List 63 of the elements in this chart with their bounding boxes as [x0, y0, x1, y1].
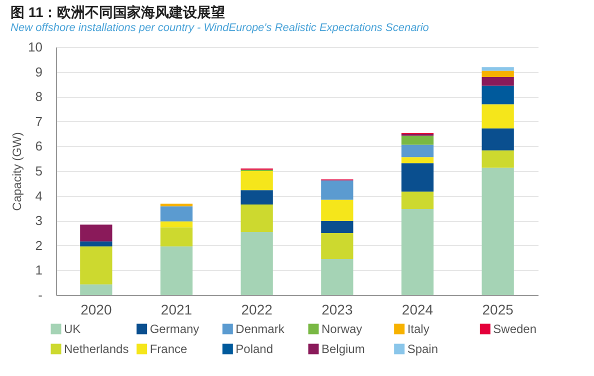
bar — [482, 86, 514, 104]
bar — [401, 157, 434, 164]
bar — [80, 284, 112, 295]
legend-label: Poland — [236, 342, 274, 356]
bar — [160, 246, 193, 295]
legend-label: UK — [64, 322, 81, 336]
bar — [482, 128, 514, 150]
bar — [240, 171, 273, 190]
bar — [482, 77, 514, 86]
bar — [240, 190, 273, 204]
bar — [321, 180, 354, 200]
legend-label: Belgium — [322, 342, 365, 356]
y-tick-label: 8 — [35, 89, 42, 104]
bar — [321, 200, 354, 221]
y-tick-label: 7 — [35, 114, 42, 129]
x-tick-label: 2024 — [402, 302, 434, 318]
bar — [482, 67, 514, 71]
y-axis-title: Capacity (GW) — [10, 132, 24, 211]
x-tick-label: 2020 — [80, 302, 112, 318]
y-tick-label: 2 — [35, 238, 42, 253]
bar — [160, 204, 193, 206]
y-tick-label: 6 — [35, 138, 42, 154]
bar — [482, 150, 514, 168]
y-tick-label: 1 — [35, 262, 42, 278]
chart-title: 图 11：欧洲不同国家海风建设展望 — [10, 4, 226, 20]
bar — [321, 233, 354, 260]
x-tick-label: 2025 — [482, 302, 514, 318]
bar — [160, 221, 193, 228]
legend-label: France — [150, 342, 188, 356]
y-tick-label: 5 — [35, 164, 42, 178]
legend-label: Germany — [150, 322, 200, 336]
legend-label: Sweden — [493, 322, 537, 336]
x-tick-label: 2022 — [241, 302, 273, 318]
chart-subtitle: New offshore installations per country - WindEurope's Realistic Expectations Scenario — [10, 22, 429, 34]
bar — [401, 163, 434, 192]
y-tick-label: 9 — [35, 64, 42, 80]
bar — [240, 232, 273, 295]
legend-label: Spain — [407, 342, 438, 356]
bar — [321, 220, 354, 233]
bar — [482, 104, 514, 128]
x-tick-label: 2021 — [160, 302, 192, 318]
bar — [160, 227, 193, 246]
x-tick-label: 2023 — [322, 302, 353, 318]
y-tick-label: 3 — [35, 213, 42, 228]
bar — [80, 224, 112, 242]
bar — [321, 259, 354, 295]
y-tick-label: 4 — [35, 188, 42, 204]
bar — [80, 246, 112, 284]
bar — [401, 136, 434, 145]
bar — [160, 206, 193, 222]
legend-label: Italy — [407, 322, 430, 336]
legend-label: Netherlands — [64, 342, 129, 356]
legend-label: Denmark — [236, 322, 286, 336]
bar — [401, 208, 434, 295]
bar — [482, 70, 514, 78]
legend-label: Norway — [322, 322, 362, 336]
bar — [240, 204, 273, 232]
bar — [401, 144, 434, 158]
bar — [482, 168, 514, 295]
y-tick-label: 10 — [28, 40, 42, 54]
bar — [80, 241, 112, 246]
y-tick-label: - — [38, 288, 42, 302]
bar — [401, 192, 434, 209]
